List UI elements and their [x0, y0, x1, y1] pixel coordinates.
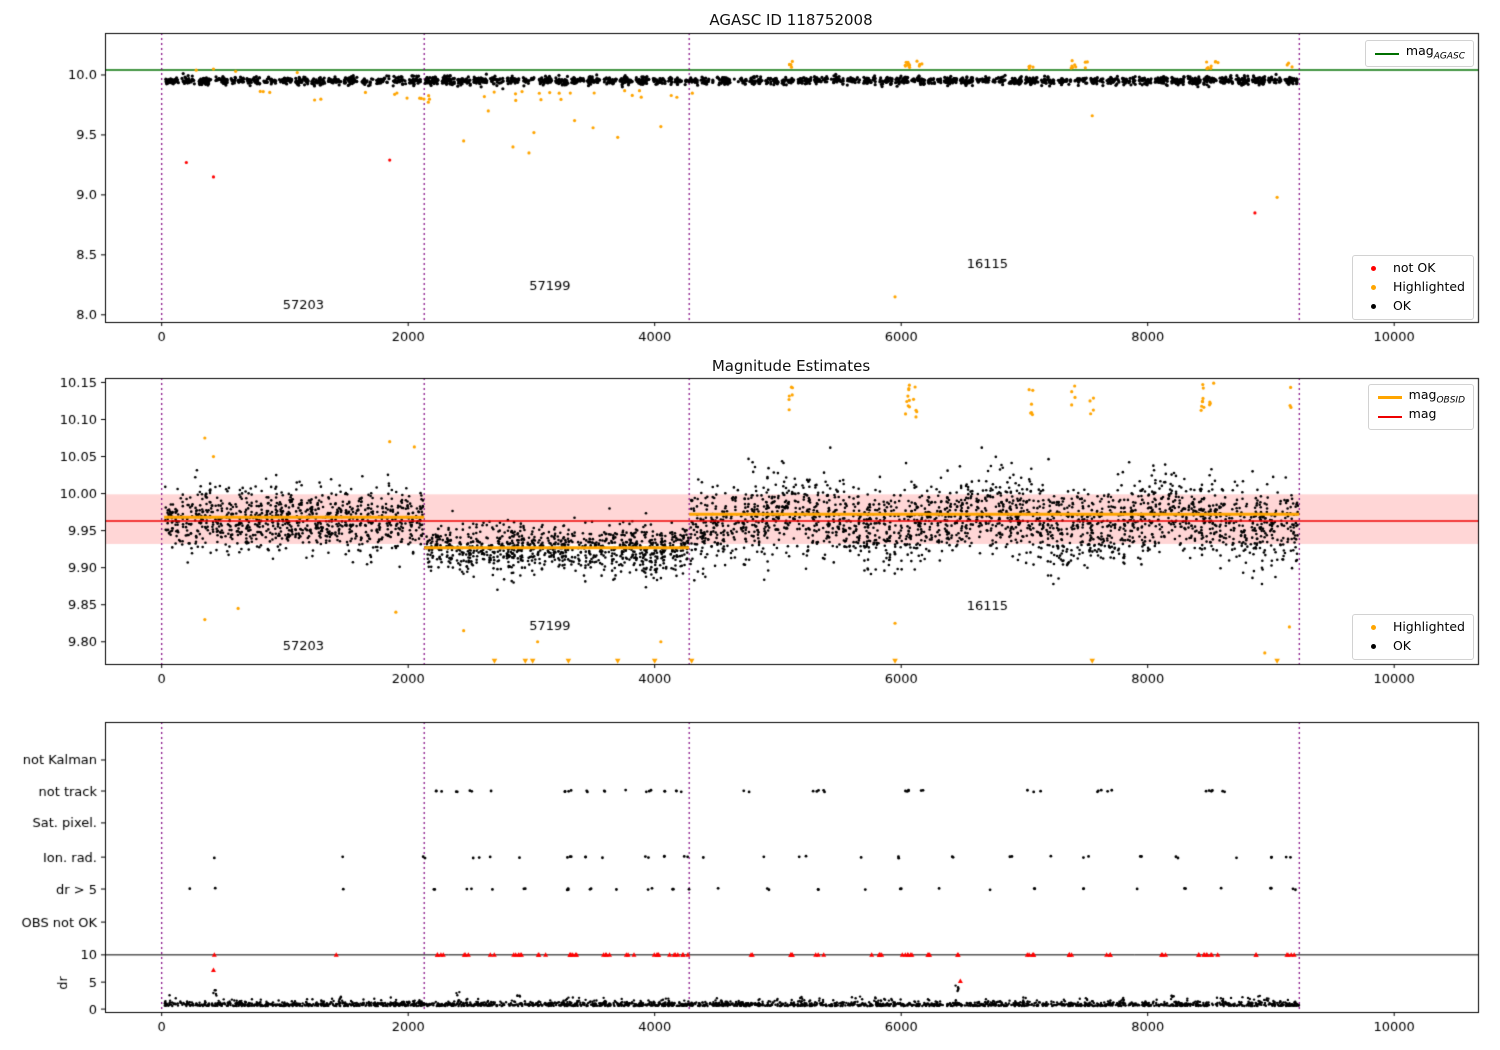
legend-row-highlighted: Highlighted [1361, 619, 1465, 636]
legend-row-mag-obsid: magOBSID [1377, 389, 1465, 406]
highlighted-label: Highlighted [1392, 279, 1465, 295]
ok-dot-swatch [1371, 304, 1377, 309]
highlighted-dot-swatch [1371, 285, 1377, 290]
middle-plot-title: Magnitude Estimates [711, 357, 871, 375]
legend-marker [1374, 52, 1400, 55]
top-legend-line: magAGASC [1364, 40, 1474, 67]
top-legend-points: not OK Highlighted OK [1351, 255, 1474, 320]
mag-line-swatch [1377, 415, 1402, 418]
mag-obsid-label-sub: OBSID [1436, 395, 1465, 406]
legend-marker [1361, 285, 1387, 290]
mag-agasc-line-swatch [1374, 52, 1399, 55]
middle-legend-points: Highlighted OK [1351, 614, 1474, 660]
mag-obsid-label-main: mag [1408, 387, 1437, 403]
legend-row-highlighted: Highlighted [1361, 279, 1465, 296]
legend-marker [1361, 266, 1387, 271]
highlighted-dot-swatch [1371, 625, 1377, 630]
legend-row-not-ok: not OK [1361, 260, 1465, 277]
legend-row-mag: mag [1377, 408, 1465, 425]
legend-marker [1377, 415, 1403, 418]
legend-marker [1361, 644, 1387, 649]
mag-label-main: mag [1408, 406, 1437, 422]
legend-marker [1377, 396, 1403, 399]
legend-row-mag-agasc: magAGASC [1374, 45, 1465, 62]
ok-dot-swatch [1371, 644, 1377, 649]
highlighted-label: Highlighted [1392, 619, 1465, 635]
not-ok-dot-swatch [1371, 266, 1377, 271]
top-plot-title: AGASC ID 118752008 [709, 11, 873, 29]
mag-obsid-line-swatch [1377, 396, 1402, 399]
legend-row-ok: OK [1361, 298, 1465, 315]
mag-agasc-label-sub: AGASC [1433, 51, 1465, 62]
mag-obsid-label: magOBSID [1409, 389, 1465, 406]
middle-legend-lines: magOBSID mag [1367, 384, 1474, 430]
mag-agasc-label: magAGASC [1406, 45, 1465, 62]
legend-marker [1361, 304, 1387, 309]
not-ok-label: not OK [1392, 260, 1436, 276]
mag-agasc-label-main: mag [1405, 43, 1434, 59]
ok-label: OK [1392, 638, 1411, 654]
legend-marker [1361, 625, 1387, 630]
ok-label: OK [1392, 298, 1411, 314]
mag-label: mag [1409, 408, 1437, 425]
legend-row-ok: OK [1361, 638, 1465, 655]
